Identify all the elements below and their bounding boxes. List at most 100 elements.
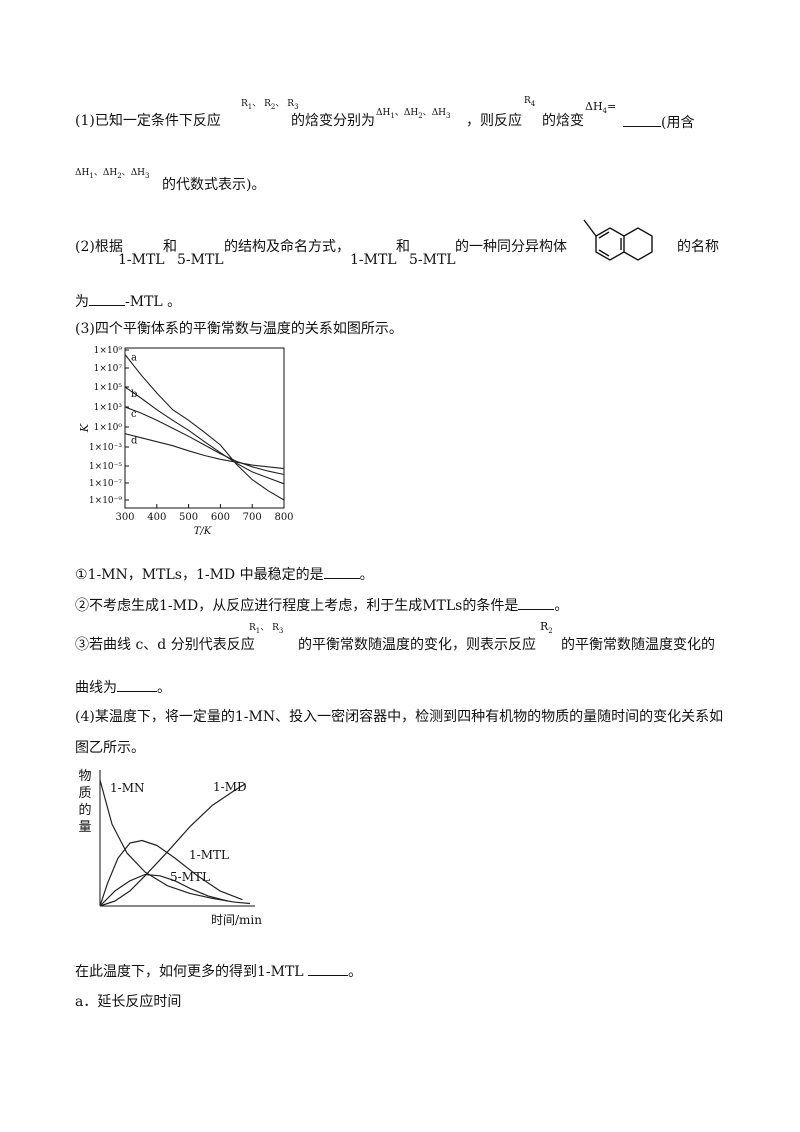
chart1-ytick-label: 1×10⁻⁷: [89, 479, 122, 489]
q3-item2-a: 1-MD: [159, 598, 199, 614]
q1-dsep1: 、: [394, 108, 404, 118]
q4-answer-blank[interactable]: [308, 961, 349, 976]
chart1-series-label-d: d: [131, 436, 138, 447]
q1-then-text: ，则反应: [466, 110, 522, 130]
chart2-series-1-MTL: [99, 839, 243, 907]
q3-item2-mid: ，从反应进行程度上考虑，利于生成: [198, 598, 423, 614]
chart1-series-a: [124, 354, 285, 501]
chart1-series-label-c: c: [131, 409, 137, 420]
q3-item3-r1s: 1: [255, 626, 261, 635]
chart1-ytick-label: 1×10⁹: [94, 346, 123, 356]
q4-option-a[interactable]: a．延长反应时间: [75, 991, 181, 1011]
q3-item2-prefix: ②不考虑生成: [75, 598, 159, 614]
q1-l2-sep1: 、: [93, 168, 103, 178]
q3-item2-b: MTLs: [422, 598, 463, 614]
chart2-ylabel-char: 的: [78, 802, 91, 818]
chart2-series-1-MD: [99, 783, 246, 907]
q3-item3-r2s: 2: [548, 627, 553, 636]
q4-question-end: 。: [348, 964, 363, 980]
q4-line1: (4)某温度下，将一定量的1-MN、投入一密闭容器中，检测到四种有机物的物质的量…: [75, 706, 723, 726]
chart1-series-d: [124, 433, 285, 470]
q1-dh-list: ΔH1、ΔH2、ΔH3: [376, 105, 451, 120]
chart1-ytick-label: 1×10³: [94, 403, 123, 413]
q1-dh4s: 4: [602, 107, 608, 116]
q2-line2-suffix: -MTL 。: [125, 294, 182, 310]
chart2-series-label-5-MTL: 5-MTL: [170, 870, 210, 884]
q1-r2s: 2: [270, 102, 276, 111]
q3-item1-rest: 1-MD 中最稳定的是: [195, 567, 324, 583]
q2-text1-span: 的结构及命名方式，: [224, 239, 350, 255]
q3-item2: ②不考虑生成1-MD，从反应进行程度上考虑，利于生成MTLs的条件是 。: [75, 595, 568, 615]
q4-line2-text: 图乙所示。: [75, 740, 145, 756]
q1-reactions: R1、 R2、 R3: [241, 96, 299, 111]
q3-item3-mid: 的平衡常数随温度的变化，则表示反应: [298, 634, 536, 654]
q3-intro-text: (3)四个平衡体系的平衡常数与温度的关系如图所示。: [75, 321, 403, 337]
tetralin-structure: [583, 219, 653, 261]
q3-item1-b: MTLs: [141, 567, 182, 583]
q2-text3-span: 的名称: [677, 239, 719, 255]
q3-item1-blank[interactable]: [323, 564, 360, 579]
chart1-ytick-label: 1×10⁻⁵: [89, 462, 122, 472]
q1-l2-dh2: ΔH: [102, 168, 118, 178]
q1-text-enthalpy2: 的焓变: [542, 113, 584, 129]
q1-l2-dh3: ΔH: [130, 168, 146, 178]
q1-l2-sep2: 、: [121, 168, 131, 178]
q1-dh3s: 3: [446, 111, 451, 120]
q1-r1: R: [241, 99, 248, 109]
q4-line1-prefix: (4)某温度下，将一定量的: [75, 709, 235, 725]
q1-r1s: 1: [247, 102, 253, 111]
q4-line1-a: 1-MN: [234, 709, 276, 725]
chart1-xlabel: T/K: [194, 526, 212, 537]
q1-line2-end: 的代数式表示)。: [162, 174, 265, 194]
q2-label-c: 1-MTL: [350, 252, 397, 268]
q1-answer-blank[interactable]: (用含: [623, 110, 694, 132]
q2-line2-prefix: 为: [75, 294, 89, 310]
q1-r4s: 4: [530, 99, 536, 108]
q1-l2-dh2s: 2: [117, 171, 122, 180]
q2-label-b-text: 5-MTL: [177, 252, 224, 268]
q1-text-enthalpy: 的焓变分别为: [291, 113, 375, 129]
q2-and2-text: 和: [396, 239, 410, 255]
q1-r3s: 3: [294, 102, 299, 111]
q1-enthalpy-text: 的焓变分别为: [291, 110, 375, 130]
q4-question-prefix: 在此温度下，如何更多的得到: [75, 964, 257, 980]
q2-text3: 的名称: [677, 236, 719, 256]
chart1-series-label-a: a: [131, 353, 137, 364]
q3-item3-r1: R: [249, 623, 256, 633]
chart2-series-5-MTL: [99, 873, 228, 907]
q2-label-d: 5-MTL: [409, 252, 456, 268]
q3-item3-mid-text: 的平衡常数随温度的变化，则表示反应: [298, 637, 536, 653]
chart1-xtick-label: 600: [211, 512, 230, 523]
q3-item3-end: 。: [157, 680, 171, 696]
q3-item1-comma1: ，: [127, 567, 142, 583]
chart1-series-c: [124, 406, 285, 476]
k-vs-t-chart: 1×10⁹ 1×10⁷ 1×10⁵ 1×10³ 1×10⁰ 1×10⁻³ 1×10⁻⁵ 1×1…: [78, 346, 294, 537]
q1-text-then: ，则反应: [466, 113, 522, 129]
q3-item3-blank[interactable]: [117, 677, 157, 692]
q3-item1-prefix: ①: [75, 567, 88, 583]
chart2-series-1-MN: [99, 779, 251, 905]
q2-label-a: 1-MTL: [118, 252, 165, 268]
q2-text1: 的结构及命名方式，: [224, 236, 350, 256]
chart2-xlabel: 时间/min: [211, 913, 262, 927]
chart1-ytick-label: 1×10⁵: [94, 383, 123, 393]
q1-l2-dh1s: 1: [89, 171, 94, 180]
q1-line1: (1)已知一定条件下反应: [75, 110, 221, 130]
q2-line2[interactable]: 为 -MTL 。: [75, 290, 181, 311]
q1-sep2: 、: [275, 99, 285, 109]
chart1-series-b: [124, 386, 285, 485]
q3-item2-blank[interactable]: [518, 595, 555, 610]
q1-r4: R4: [524, 96, 535, 108]
q2-and2: 和: [396, 236, 410, 256]
q1-line2-dh: ΔH1、ΔH2、ΔH3: [75, 165, 150, 180]
chart2-series-label-1-MD: 1-MD: [213, 780, 247, 794]
q2-answer-blank: [89, 290, 125, 306]
q1-prefix: (1)已知一定条件下反应: [75, 113, 221, 129]
chart1-xtick-label: 800: [274, 512, 293, 523]
q2-and1: 和: [163, 236, 177, 256]
q2-label-a-text: 1-MTL: [118, 252, 165, 268]
q3-item3-line2-text: 曲线为: [75, 680, 117, 696]
q1-eq: =: [607, 100, 617, 113]
chart1-ytick-label: 1×10⁷: [94, 364, 123, 374]
